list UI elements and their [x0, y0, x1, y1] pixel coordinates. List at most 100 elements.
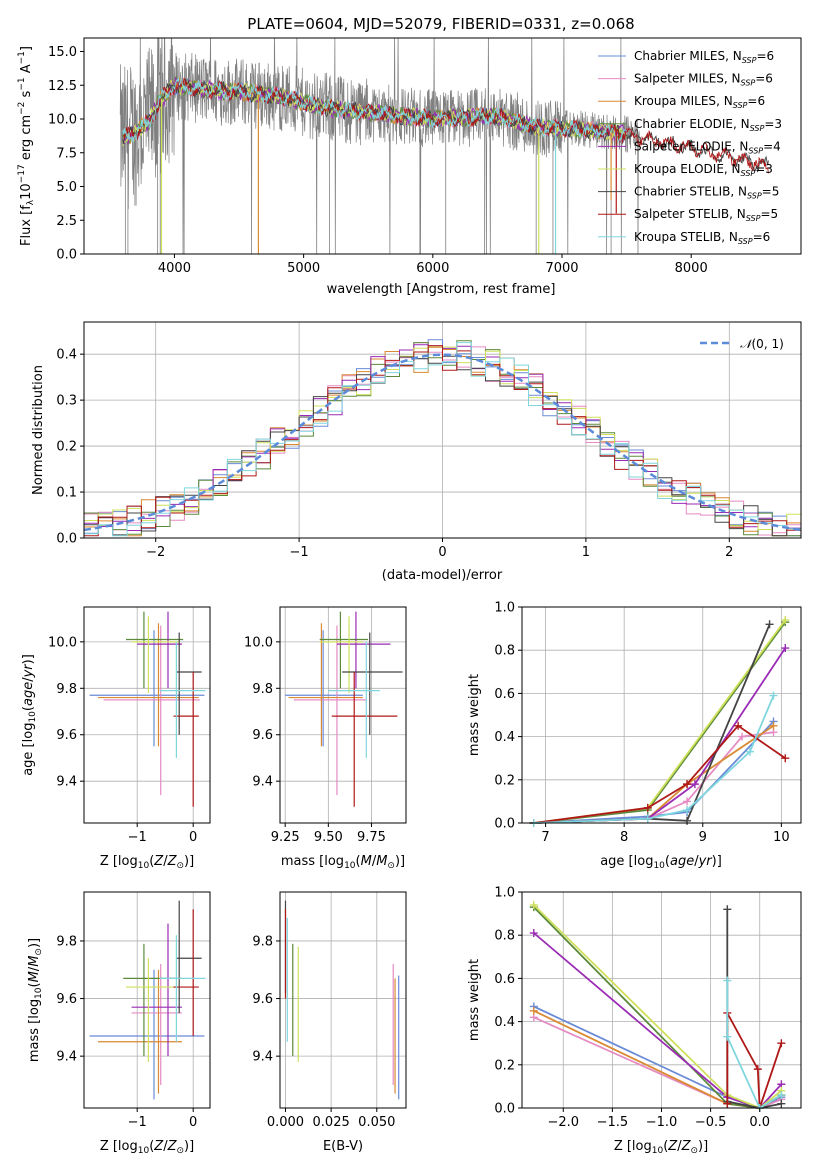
x-tick-label: 0: [189, 830, 197, 845]
plot-frame: [83, 321, 802, 539]
series-marker: [734, 721, 743, 730]
series-line: [533, 904, 782, 1110]
series-salpeter-miles: [529, 728, 778, 827]
series-line: [533, 1016, 782, 1109]
series-chabrier-miles: [529, 717, 778, 827]
series-chabrier-stelib: [723, 905, 786, 1112]
series-marker: [738, 732, 747, 741]
x-tick-label: 0.0: [749, 1115, 770, 1130]
mass-vs-metallicity-panel: −1 0 9.4 9.6 9.8: [56, 891, 211, 1130]
spectrum-ylabel: Flux [fλ10−17 erg cm−2 s−1 A−1]: [17, 46, 36, 246]
series-marker: [769, 691, 778, 700]
legend-label-salpeter-elodie: Salpeter ELODIE, NSSP=4: [634, 139, 781, 155]
x-tick-label: 8000: [675, 261, 708, 276]
x-tick-label: 7: [541, 830, 549, 845]
residual-hist-kroupa-stelib: [84, 342, 801, 537]
series-chabrier-miles: [529, 1002, 786, 1112]
y-tick-label: 2.5: [56, 214, 77, 229]
y-tick-label: 10.0: [48, 113, 77, 128]
series-marker: [690, 780, 699, 789]
series-marker: [643, 814, 652, 823]
series-marker: [765, 620, 774, 629]
legend-label-salpeter-miles: Salpeter MILES, NSSP=6: [634, 72, 773, 88]
spectrum-panel: PLATE=0604, MJD=52079, FIBERID=0331, z=0…: [17, 15, 802, 297]
errorbar-chabrier-stelib: [176, 632, 202, 735]
y-tick-label: 0.8: [494, 644, 515, 659]
y-tick-label: 1.0: [494, 601, 515, 616]
agez-xlabel: Z [log10(Z/Z⊙)]: [100, 854, 194, 871]
wz-ylabel: mass weight: [467, 959, 482, 1041]
series-marker: [745, 747, 754, 756]
errorbar-salpeter-elodie: [137, 611, 182, 689]
x-tick-label: 0.050: [358, 1115, 395, 1130]
x-tick-label: −1: [128, 830, 147, 845]
errorbar-chabrier-stelib: [342, 632, 403, 735]
y-tick-label: 0.4: [494, 1015, 515, 1030]
errorbar-kroupa-miles: [288, 623, 363, 747]
series-marker: [723, 1032, 732, 1041]
y-tick-label: 10.0: [48, 635, 77, 650]
y-tick-label: 9.6: [252, 992, 273, 1007]
errorbar-kroupa-stelib: [159, 641, 206, 758]
series-marker: [723, 1099, 732, 1108]
y-tick-label: 9.8: [56, 682, 77, 697]
series-line: [726, 980, 782, 1110]
x-tick-label: 9: [699, 830, 707, 845]
age-vs-metallicity-panel: −1 0 9.4 9.6 9.8 10.0: [48, 606, 211, 845]
errorbar-chabrier-stelib: [176, 900, 202, 1013]
weight-vs-age-panel: 7 8 9 10 0.0 0.2 0.4 0.6 0.8 1.0: [494, 601, 802, 845]
y-tick-label: 9.6: [56, 728, 77, 743]
spectrum-plot-area: [119, 38, 769, 254]
series-marker: [643, 803, 652, 812]
series-marker: [777, 1091, 786, 1100]
me-xlabel: E(B-V): [323, 1139, 363, 1154]
series-marker: [723, 976, 732, 985]
x-tick-label: 7000: [545, 261, 578, 276]
series-marker: [529, 929, 538, 938]
errorbar-chabrier-elodie: [126, 611, 184, 689]
errorbar-salpeter-stelib: [173, 909, 199, 1036]
model-spectrum-kroupa-stelib: [122, 77, 628, 143]
x-tick-label: −2: [146, 545, 165, 560]
mz-ylabel: mass [log10(M/M⊙)]: [27, 938, 44, 1062]
y-tick-label: 0.2: [56, 440, 77, 455]
spectrum-legend: Chabrier MILES, NSSP=6 Salpeter MILES, NS…: [598, 49, 782, 246]
y-tick-label: 9.6: [252, 728, 273, 743]
x-tick-label: 0: [189, 1115, 197, 1130]
y-tick-label: 0.3: [56, 394, 77, 409]
x-tick-label: −1: [128, 1115, 147, 1130]
y-tick-label: 9.4: [56, 1050, 77, 1065]
x-tick-label: −1: [290, 545, 309, 560]
y-tick-label: 9.4: [56, 775, 77, 790]
x-tick-label: 9.50: [314, 830, 343, 845]
series-marker: [777, 1099, 786, 1108]
y-tick-label: 0.8: [494, 929, 515, 944]
plot-frame: [83, 606, 211, 824]
series-marker: [781, 615, 790, 624]
y-tick-label: 0.2: [494, 773, 515, 788]
x-tick-label: 9.25: [271, 830, 300, 845]
residual-plot-area: [84, 322, 801, 539]
errorbar-chabrier-elodie: [123, 943, 182, 1057]
y-tick-label: 9.8: [56, 934, 77, 949]
legend-label-kroupa-miles: Kroupa MILES, NSSP=6: [634, 94, 765, 110]
chart-title: PLATE=0604, MJD=52079, FIBERID=0331, z=0…: [247, 15, 634, 33]
spectrum-ticks: 4000 5000 6000 7000 8000 0.0 2.5 5.0 7.5 10.0 12.5…: [48, 45, 708, 276]
wage-xlabel: age [log10(age/yr)]: [600, 854, 722, 871]
y-tick-label: 0.0: [494, 817, 515, 832]
errorbar-chabrier-miles: [285, 630, 363, 747]
residual-legend: 𝒩(0, 1): [700, 337, 784, 351]
y-tick-label: 9.4: [252, 1050, 273, 1065]
x-tick-label: 9.75: [357, 830, 386, 845]
series-marker: [781, 754, 790, 763]
spectrum-curves: [119, 38, 769, 254]
x-tick-label: 0: [438, 545, 446, 560]
y-tick-label: 5.0: [56, 180, 77, 195]
series-marker: [529, 1006, 538, 1015]
legend-label-chabrier-elodie: Chabrier ELODIE, NSSP=3: [634, 117, 782, 133]
plot-frame: [83, 891, 211, 1109]
agem-xlabel: mass [log10(M/M⊙)]: [281, 854, 405, 871]
normal-legend-label: 𝒩(0, 1): [740, 337, 784, 351]
y-tick-label: 7.5: [56, 146, 77, 161]
